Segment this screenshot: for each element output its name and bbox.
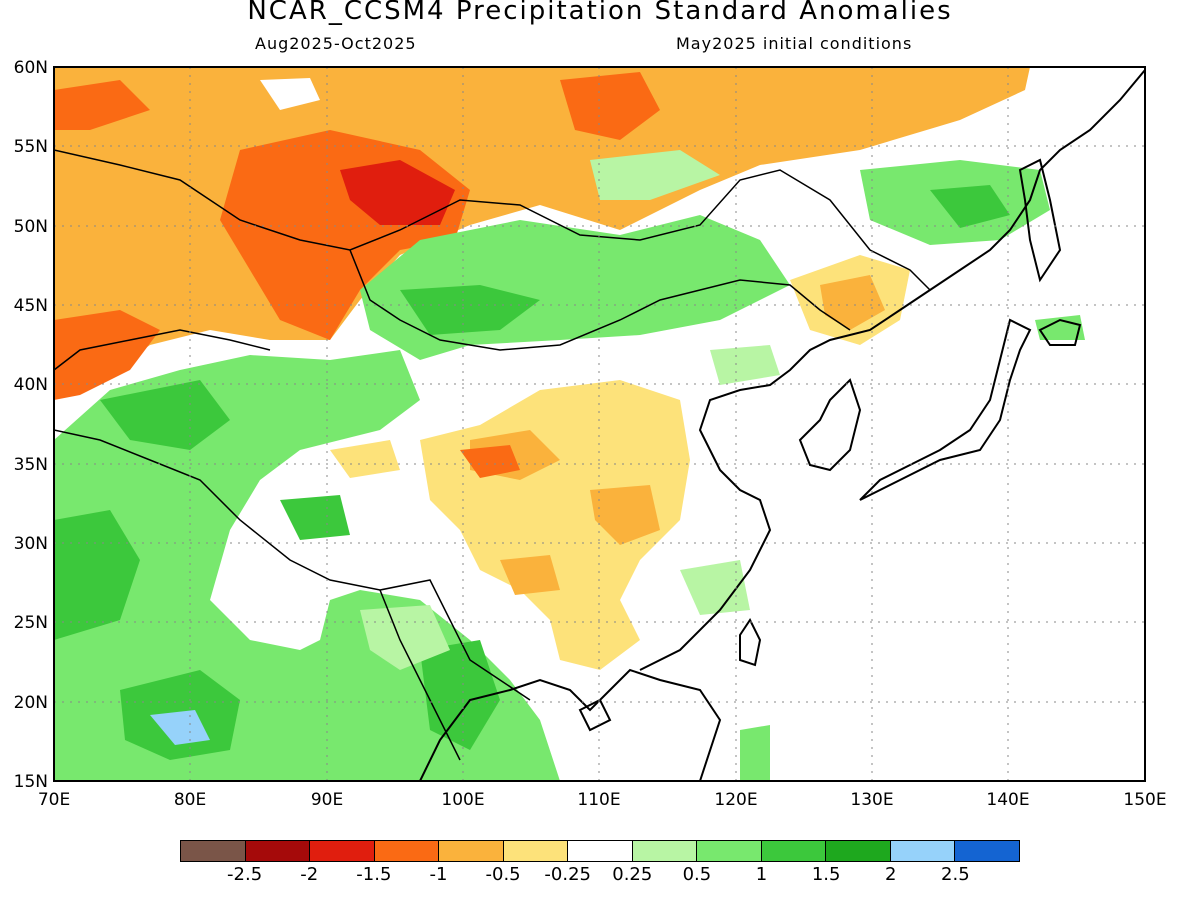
lon-label: 90E bbox=[311, 790, 343, 810]
anomaly-region bbox=[54, 310, 160, 400]
colorbar-swatch bbox=[761, 841, 827, 861]
colorbar-swatch bbox=[245, 841, 311, 861]
anomaly-region bbox=[680, 560, 750, 615]
map-frame bbox=[53, 66, 1146, 782]
lat-label: 40N bbox=[14, 375, 48, 395]
lon-label: 130E bbox=[850, 790, 893, 810]
anomaly-region bbox=[930, 185, 1010, 228]
colorbar-swatch bbox=[697, 841, 762, 861]
anomaly-region bbox=[340, 160, 455, 225]
anomaly-region bbox=[590, 485, 660, 545]
anomaly-region bbox=[560, 72, 660, 140]
anomaly-region bbox=[820, 275, 885, 330]
colorbar-swatch bbox=[955, 841, 1019, 861]
lat-label: 50N bbox=[14, 217, 48, 237]
lat-label: 25N bbox=[14, 613, 48, 633]
forecast-period: Aug2025-Oct2025 bbox=[255, 34, 417, 53]
colorbar-tick-label: -0.5 bbox=[485, 864, 521, 885]
lon-label: 120E bbox=[714, 790, 757, 810]
colorbar-swatch bbox=[374, 841, 440, 861]
lat-label: 45N bbox=[14, 296, 48, 316]
lon-label: 80E bbox=[174, 790, 206, 810]
lat-label: 20N bbox=[14, 693, 48, 713]
colorbar-tick-label: 2 bbox=[885, 864, 897, 885]
colorbar-tick-label: 0.5 bbox=[682, 864, 712, 885]
anomaly-region bbox=[710, 345, 780, 385]
anomaly-region bbox=[740, 725, 770, 781]
colorbar-tick-label: 1 bbox=[755, 864, 768, 885]
colorbar-swatch bbox=[632, 841, 698, 861]
anomaly-region bbox=[100, 380, 230, 450]
graticule bbox=[54, 67, 1145, 781]
anomaly-region bbox=[1035, 315, 1085, 340]
colorbar-swatch bbox=[503, 841, 569, 861]
anomaly-region bbox=[150, 710, 210, 745]
colorbar-tick-label: 0.25 bbox=[612, 864, 653, 885]
lon-axis: 70E 80E 90E 100E 110E 120E 130E 140E 150… bbox=[38, 790, 1167, 810]
anomaly-region bbox=[590, 150, 720, 200]
anomaly-region bbox=[500, 555, 560, 595]
lon-label: 70E bbox=[38, 790, 70, 810]
colorbar-tick-label: -0.25 bbox=[544, 864, 591, 885]
lat-axis: 60N 55N 50N 45N 40N 35N 30N 25N 20N 15N bbox=[14, 58, 48, 792]
colorbar-tick-label: -2 bbox=[300, 864, 319, 885]
colorbar-tick-label: -1 bbox=[429, 864, 448, 885]
lon-label: 150E bbox=[1123, 790, 1166, 810]
anomaly-fill-layer bbox=[54, 67, 1145, 781]
colorbar-tick-label: -2.5 bbox=[227, 864, 263, 885]
colorbar-tick-label: 1.5 bbox=[811, 864, 841, 885]
colorbar-swatch bbox=[568, 841, 633, 861]
colorbar-swatch bbox=[181, 841, 246, 861]
anomaly-region bbox=[54, 80, 150, 130]
anomaly-region bbox=[400, 285, 540, 335]
anomaly-region bbox=[260, 78, 320, 110]
colorbar-swatch bbox=[439, 841, 504, 861]
lon-label: 110E bbox=[577, 790, 620, 810]
lon-label: 100E bbox=[441, 790, 484, 810]
anomaly-region bbox=[280, 495, 350, 540]
map-title: NCAR_CCSM4 Precipitation Standard Anomal… bbox=[247, 0, 953, 26]
lat-label: 55N bbox=[14, 137, 48, 157]
colorbar-swatch bbox=[890, 841, 956, 861]
colorbar bbox=[180, 840, 1020, 862]
colorbar-tick-label: -1.5 bbox=[356, 864, 392, 885]
anomaly-region bbox=[330, 440, 400, 478]
lat-label: 30N bbox=[14, 534, 48, 554]
anomaly-region bbox=[460, 445, 520, 478]
colorbar-tick-label: 2.5 bbox=[941, 864, 970, 885]
colorbar-swatch bbox=[310, 841, 375, 861]
lat-label: 15N bbox=[14, 772, 48, 792]
country-borders bbox=[54, 149, 931, 761]
lat-label: 35N bbox=[14, 455, 48, 475]
colorbar-swatch bbox=[826, 841, 891, 861]
lat-label: 60N bbox=[14, 58, 48, 78]
lon-label: 140E bbox=[986, 790, 1029, 810]
initial-conditions: May2025 initial conditions bbox=[676, 34, 913, 53]
coastlines bbox=[419, 69, 1145, 781]
anomaly-region bbox=[360, 605, 450, 670]
